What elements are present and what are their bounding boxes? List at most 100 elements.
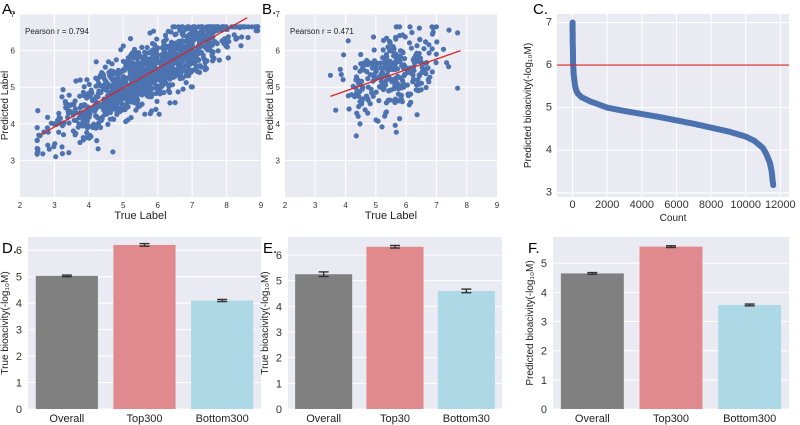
data-point <box>390 44 396 50</box>
data-point <box>75 124 81 130</box>
data-point <box>409 29 415 36</box>
data-point <box>377 60 383 66</box>
data-point <box>429 24 435 30</box>
y-axis-label: True bioacivity(-log₁₀M) <box>0 271 11 374</box>
data-point <box>127 88 133 94</box>
data-point <box>36 132 42 138</box>
data-point <box>390 64 396 70</box>
data-point <box>151 62 157 68</box>
data-point <box>142 111 148 117</box>
data-point <box>398 92 404 98</box>
data-point <box>184 24 190 30</box>
x-axis-label: True Label <box>365 210 417 222</box>
data-point <box>383 100 389 106</box>
bar-overall <box>35 275 98 409</box>
data-point <box>352 65 358 71</box>
data-point <box>186 37 192 43</box>
panel-c: C. 0 2000 4000 6000 8000 10000 12000 3 4 5 6 7 Count P… <box>523 1 796 224</box>
data-point <box>102 64 108 70</box>
data-point <box>137 103 143 109</box>
data-point <box>114 78 120 84</box>
data-point <box>192 61 198 67</box>
error-bar <box>390 244 400 249</box>
data-point <box>113 106 119 112</box>
data-point <box>408 45 414 51</box>
data-point <box>421 46 427 52</box>
y-tick-label: 2 <box>541 346 547 358</box>
data-point <box>156 72 162 79</box>
data-point <box>239 34 245 40</box>
data-point <box>398 75 404 81</box>
x-tick-label: 7 <box>190 201 195 210</box>
panel-label: F. <box>528 240 540 257</box>
x-tick-label: 8000 <box>699 199 723 211</box>
y-tick-label: 0 <box>276 404 282 416</box>
x-tick-label: 8 <box>224 201 229 210</box>
x-tick-label: 5 <box>121 201 126 210</box>
data-point <box>379 124 385 130</box>
data-point <box>139 44 145 51</box>
data-point <box>371 74 377 80</box>
data-point <box>210 58 216 64</box>
data-points <box>327 24 461 139</box>
data-point <box>59 144 65 150</box>
data-point <box>100 74 106 80</box>
x-tick-label: Overall <box>575 413 610 425</box>
data-point <box>333 107 339 113</box>
data-point <box>455 30 461 36</box>
data-point <box>121 75 128 81</box>
data-point <box>139 64 145 70</box>
x-tick-label: 5 <box>374 201 379 210</box>
data-point <box>414 112 420 118</box>
data-point <box>123 63 129 69</box>
data-point <box>144 44 150 51</box>
data-point <box>109 77 116 83</box>
data-point <box>186 73 192 79</box>
x-tick-label: Top300 <box>653 413 689 425</box>
data-point <box>398 54 404 60</box>
data-point <box>183 62 189 68</box>
panel-e: E. 0 1 2 3 4 5 6 Overall Top30 Bottom30 True bioaci… <box>260 237 502 425</box>
error-bar <box>666 245 676 249</box>
y-tick-label: 1 <box>276 378 282 390</box>
y-tick-label: 3 <box>11 156 16 165</box>
data-point <box>164 74 170 80</box>
data-point <box>59 94 65 100</box>
data-point <box>402 34 408 40</box>
x-tick-label: Top30 <box>380 413 410 425</box>
data-point <box>371 47 377 53</box>
data-point <box>434 39 440 45</box>
data-point <box>102 111 108 118</box>
y-tick-label: 5 <box>276 276 282 288</box>
data-point <box>101 107 107 113</box>
data-point <box>192 24 198 30</box>
data-point <box>143 91 149 97</box>
y-tick-label: 6 <box>16 245 22 257</box>
data-point <box>407 24 413 30</box>
data-point <box>154 47 160 53</box>
data-point <box>86 123 92 129</box>
data-point <box>110 82 116 88</box>
data-point <box>111 116 117 122</box>
data-point <box>160 46 166 52</box>
data-point <box>355 113 361 119</box>
data-point <box>73 78 79 84</box>
data-point <box>166 43 172 49</box>
x-tick-label: 2000 <box>595 199 619 211</box>
data-point <box>167 82 173 88</box>
y-tick-label: 6 <box>546 59 552 71</box>
y-tick-label: 6 <box>276 250 282 262</box>
panel-label: A. <box>2 1 16 18</box>
y-axis-label: True bioacivity(-log₁₀M) <box>260 271 271 374</box>
error-bar <box>587 271 598 276</box>
data-point <box>56 129 62 135</box>
data-point <box>53 154 59 160</box>
data-point <box>388 87 394 93</box>
data-point <box>429 31 436 37</box>
data-point <box>402 56 408 62</box>
data-point <box>153 85 159 91</box>
data-point <box>105 121 111 127</box>
data-point <box>145 50 151 56</box>
data-point <box>365 97 371 103</box>
data-point <box>131 100 137 106</box>
